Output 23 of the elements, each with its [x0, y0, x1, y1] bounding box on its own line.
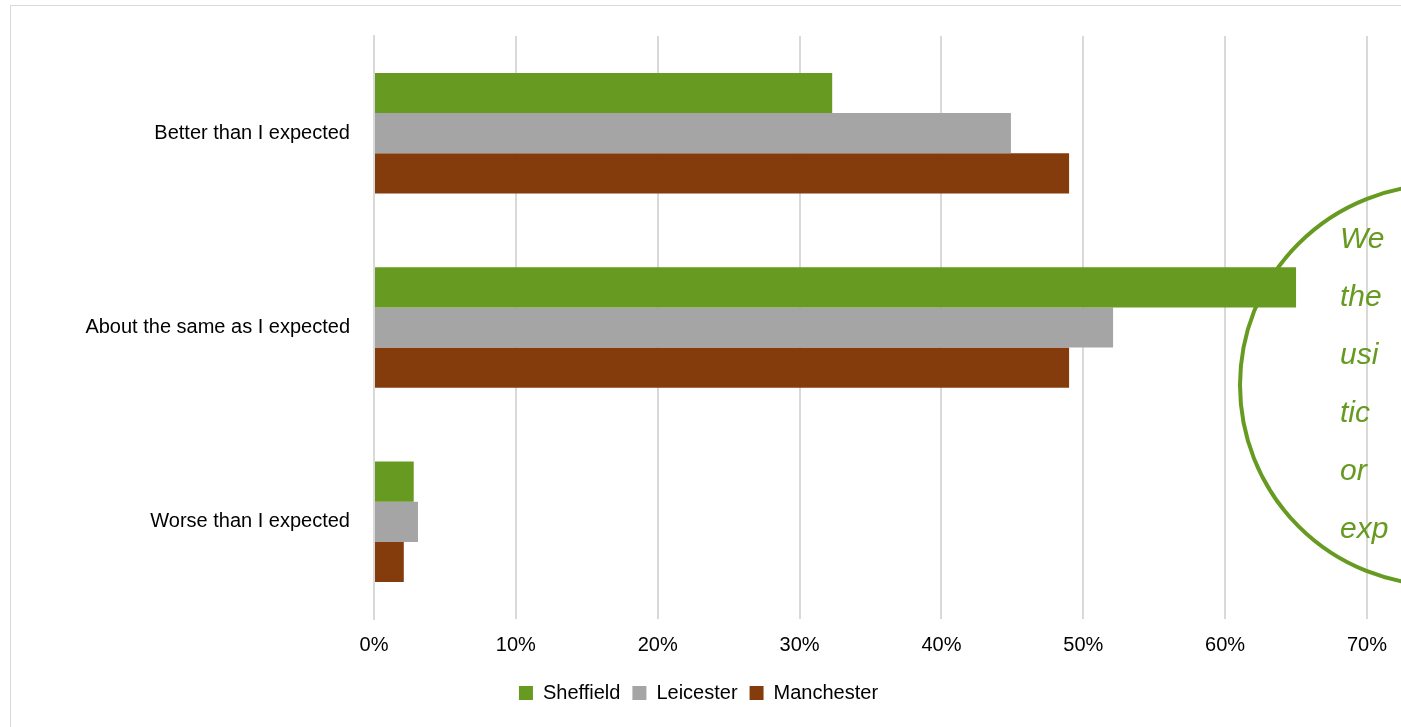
x-tick-label: 70% [1346, 632, 1388, 655]
legend-label: Manchester [773, 680, 879, 703]
bar [375, 541, 404, 583]
x-tick-label: 30% [779, 632, 820, 655]
y-tick-label: Better than I expected [154, 120, 350, 143]
x-tick-label: 0% [359, 632, 389, 655]
bar [375, 501, 418, 542]
y-tick-label: About the same as I expected [85, 315, 350, 338]
legend-label: Leicester [656, 680, 738, 703]
x-tick-label: 20% [637, 632, 678, 655]
bar [375, 113, 1011, 154]
x-tick-label: 60% [1205, 632, 1246, 655]
bar [375, 307, 1114, 348]
y-tick-label: Worse than I expected [150, 509, 350, 532]
x-tick-label: 50% [1063, 632, 1104, 655]
bar [375, 153, 1070, 194]
legend-label: Sheffield [542, 680, 621, 703]
bar [375, 461, 414, 502]
bar [375, 347, 1070, 388]
x-tick-label: 10% [495, 632, 537, 655]
annotation: We the usi tic or exp [1340, 221, 1389, 545]
x-tick-label: 40% [921, 632, 962, 655]
bar [375, 72, 833, 114]
